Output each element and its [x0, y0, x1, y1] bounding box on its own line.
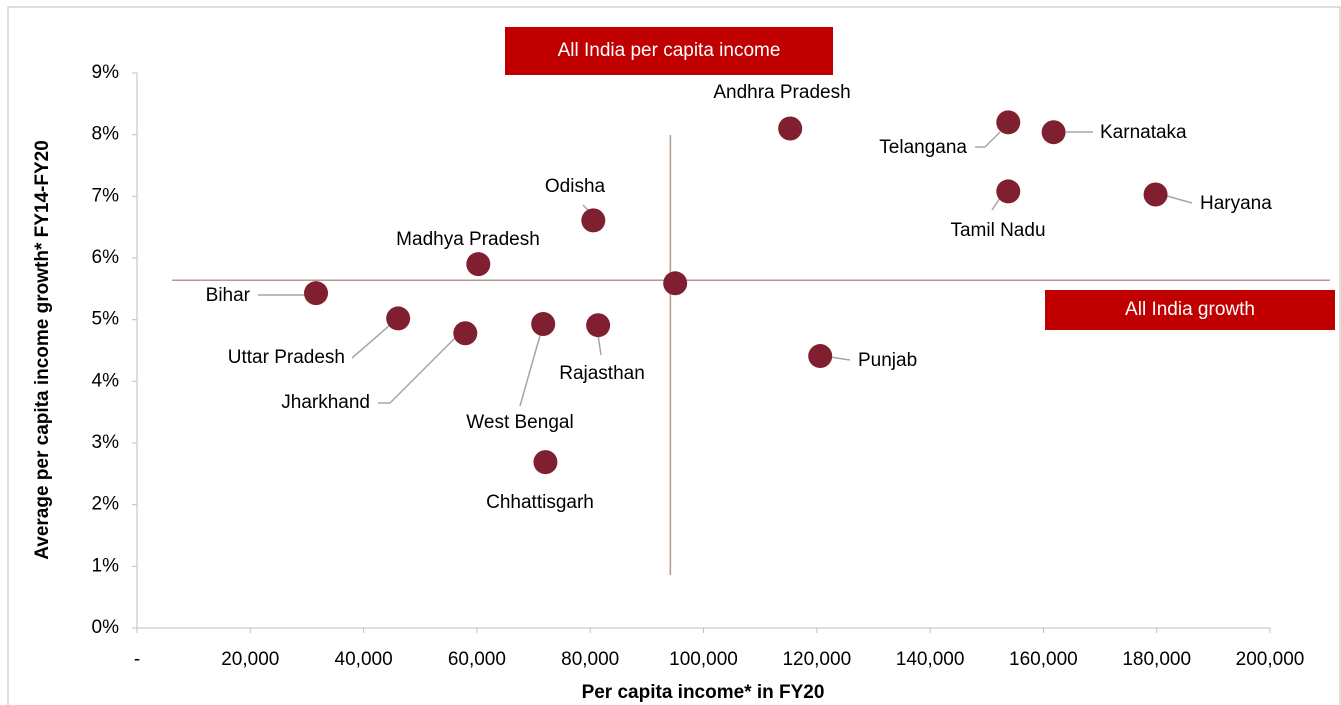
- point-label: Karnataka: [1100, 122, 1187, 143]
- annotation-label: All India growth: [1125, 299, 1255, 320]
- point: [996, 110, 1021, 135]
- x-tick-label: 120,000: [782, 649, 851, 670]
- point: [453, 321, 478, 346]
- point-label: Jharkhand: [281, 392, 370, 413]
- x-tick-label: 40,000: [335, 649, 393, 670]
- annotation-box: [1045, 290, 1335, 330]
- point-label: Tamil Nadu: [950, 220, 1045, 241]
- point-label: Madhya Pradesh: [396, 229, 540, 250]
- point: [386, 306, 411, 331]
- x-tick-label: 20,000: [221, 649, 279, 670]
- leader-line: [1166, 195, 1193, 204]
- point: [996, 179, 1021, 204]
- x-tick-label: 80,000: [561, 649, 619, 670]
- y-tick-label: 0%: [92, 617, 120, 638]
- point-label: West Bengal: [466, 412, 573, 433]
- point: [808, 344, 833, 369]
- point: [531, 311, 556, 336]
- point: [304, 281, 329, 306]
- point-label: Chhattisgarh: [486, 492, 594, 513]
- y-axis-title: Average per capita income growth* FY14-F…: [32, 140, 53, 560]
- point: [466, 252, 491, 277]
- x-tick-label: 60,000: [448, 649, 506, 670]
- point-label: Punjab: [858, 350, 917, 371]
- leader-line: [975, 131, 1001, 148]
- point: [1041, 120, 1066, 145]
- point-label: Rajasthan: [559, 363, 645, 384]
- point: [663, 271, 688, 296]
- leader-line: [597, 334, 602, 356]
- annotation-box: [505, 27, 833, 75]
- x-axis-title: Per capita income* in FY20: [582, 682, 825, 703]
- point: [1143, 182, 1168, 207]
- annotation-label: All India per capita income: [558, 40, 781, 61]
- y-tick-label: 6%: [92, 247, 120, 268]
- point: [586, 313, 611, 338]
- y-tick-label: 4%: [92, 370, 120, 391]
- x-tick-label: 140,000: [896, 649, 965, 670]
- y-tick-label: 8%: [92, 124, 120, 145]
- point-label: Telangana: [879, 137, 967, 158]
- y-tick-label: 2%: [92, 494, 120, 515]
- x-tick-label: 100,000: [669, 649, 738, 670]
- point-label: Haryana: [1200, 193, 1272, 214]
- leader-line: [829, 356, 851, 361]
- point: [581, 208, 606, 233]
- y-tick-label: 5%: [92, 309, 120, 330]
- x-tick-label: 180,000: [1122, 649, 1191, 670]
- x-tick-label: 200,000: [1236, 649, 1305, 670]
- y-tick-label: 7%: [92, 185, 120, 206]
- x-tick-label: 160,000: [1009, 649, 1078, 670]
- point-label: Odisha: [545, 176, 606, 197]
- point-label: Bihar: [206, 285, 251, 306]
- y-tick-label: 1%: [92, 555, 120, 576]
- frame: [7, 6, 1341, 705]
- y-tick-label: 3%: [92, 432, 120, 453]
- leader-line: [519, 331, 542, 407]
- y-tick-label: 9%: [92, 62, 120, 83]
- point-label: Uttar Pradesh: [228, 347, 345, 368]
- x-tick-label: -: [134, 649, 140, 670]
- leader-line: [378, 337, 456, 404]
- leader-line: [351, 324, 391, 359]
- point-label: Andhra Pradesh: [713, 82, 850, 103]
- point: [533, 450, 558, 475]
- point: [778, 116, 803, 141]
